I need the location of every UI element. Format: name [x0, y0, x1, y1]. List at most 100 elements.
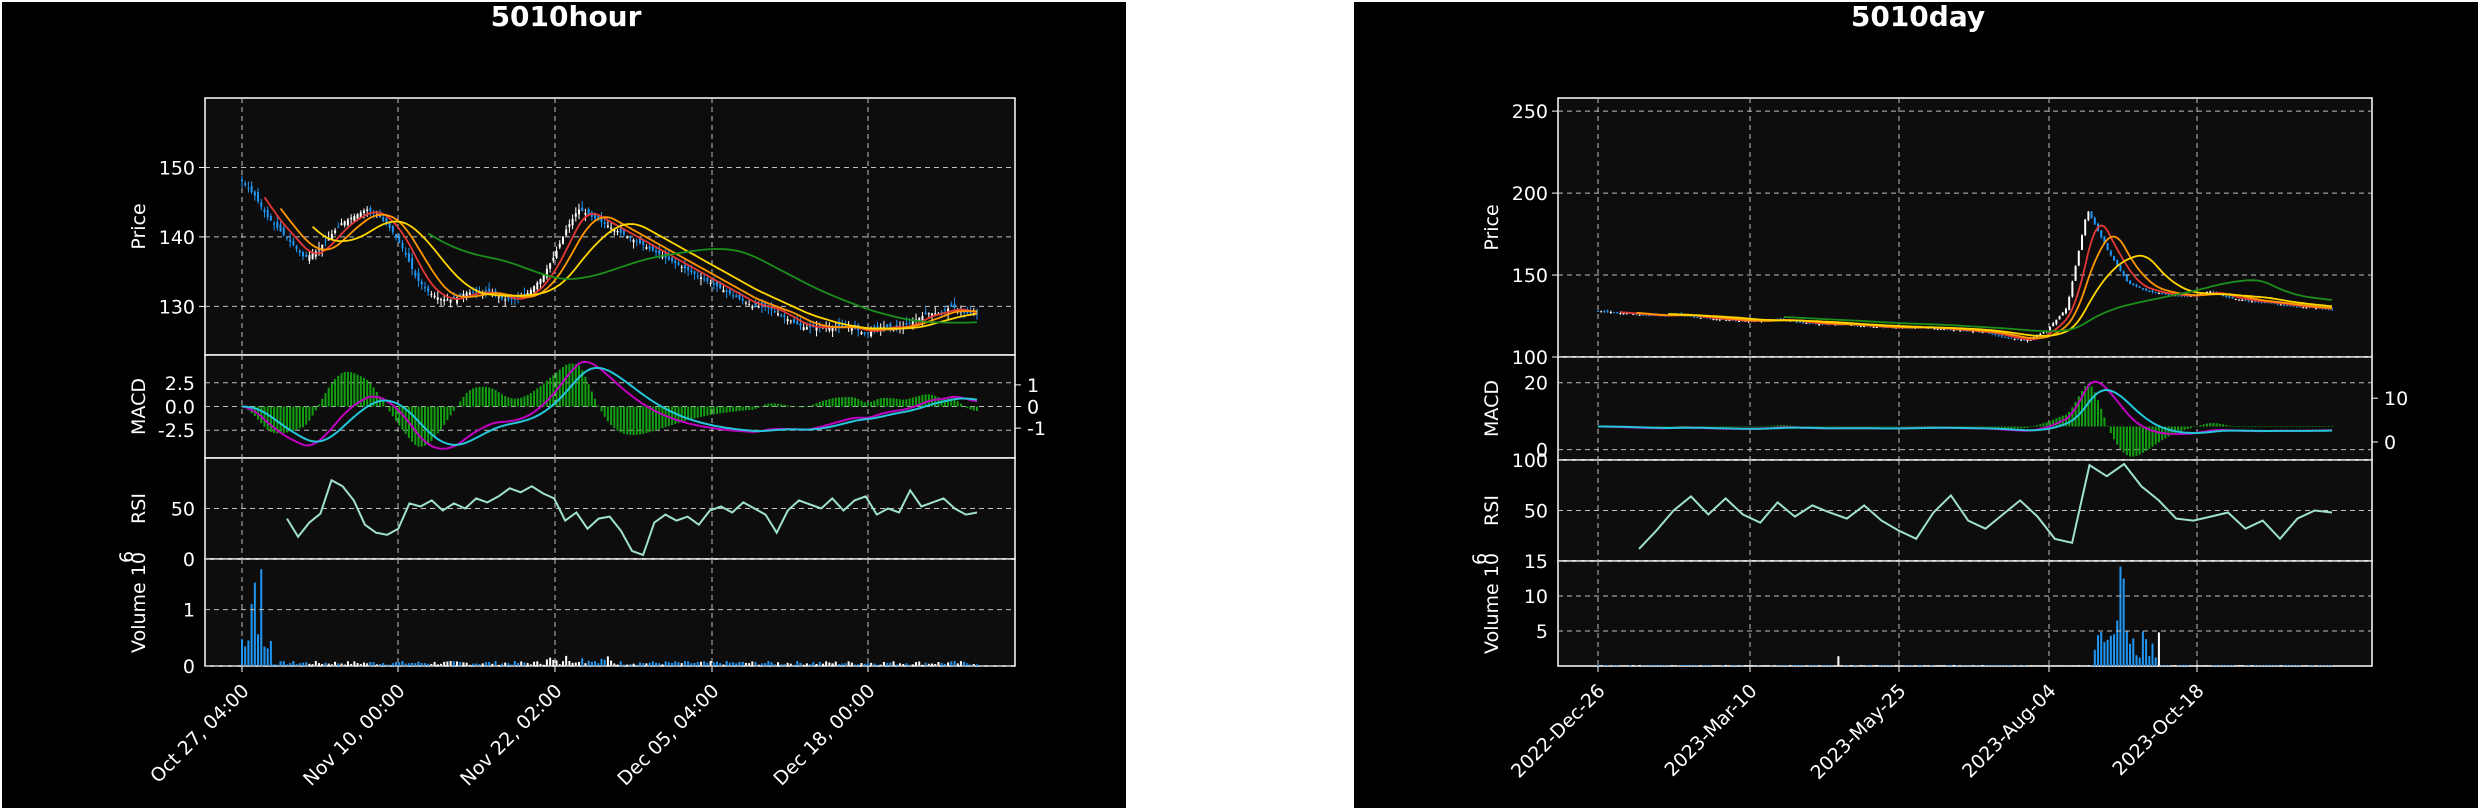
candle-body [1616, 311, 1619, 313]
price-ytick-label: 150 [1512, 265, 1548, 287]
macd-histogram-bar [276, 406, 279, 434]
volume-bar [1821, 665, 1824, 666]
volume-bar [2257, 665, 2260, 666]
daily-chart-svg: 5010day 2022-Dec-26 2023-Mar-10 2023-May-25… [1469, 2, 2408, 784]
volume-bar [1981, 665, 1984, 666]
volume-bar [671, 662, 674, 666]
macd-histogram-bar [943, 398, 946, 407]
macd-histogram-bar [921, 395, 924, 407]
macd-right-tick-label: 1 [1027, 375, 1039, 397]
candle-body [411, 257, 414, 270]
macd-histogram-bar [2276, 426, 2279, 427]
macd-histogram-bar [510, 398, 513, 407]
volume-bar [462, 662, 465, 666]
volume-bar [590, 661, 593, 666]
volume-bar [2093, 649, 2096, 666]
macd-signal-line [241, 366, 978, 446]
candle-body [2103, 236, 2106, 244]
volume-bar [282, 661, 285, 666]
volume-ytick-label: 1 [183, 600, 195, 622]
volume-bar [449, 661, 452, 666]
volume-bar [529, 664, 532, 666]
volume-bar [850, 662, 853, 666]
candle-body [2286, 305, 2289, 307]
macd-histogram-bar [404, 406, 407, 434]
volume-bar [600, 658, 603, 666]
macd-histogram-bar [2145, 426, 2148, 451]
candle-body [2228, 296, 2231, 298]
volume-bar [837, 664, 840, 666]
candle-body [561, 236, 564, 244]
candle-body [308, 254, 311, 261]
volume-bar [587, 660, 590, 666]
macd-histogram-bar [783, 404, 786, 407]
candle-body [1850, 324, 1853, 326]
candle-body [2250, 301, 2253, 303]
candle-body [860, 332, 863, 335]
macd-histogram-bar [1754, 426, 1757, 427]
macd-histogram-bar [805, 406, 808, 407]
macd-histogram-bar [334, 379, 337, 407]
macd-histogram-bar [796, 406, 799, 407]
macd-histogram-bar [578, 365, 581, 407]
volume-bar [1613, 665, 1616, 666]
macd-histogram-bar [2270, 426, 2273, 427]
ma-trend-line [427, 232, 978, 324]
candle-body [427, 287, 430, 292]
candle-body [2148, 290, 2151, 292]
macd-histogram-bar [2032, 426, 2035, 427]
candle-body [395, 234, 398, 238]
macd-histogram-bar [2125, 426, 2128, 456]
macd-histogram-bar [1984, 426, 1987, 428]
volume-bar [571, 662, 574, 666]
macd-histogram-bar [780, 404, 783, 407]
macd-histogram-bar [594, 398, 597, 407]
volume-bar [555, 660, 558, 666]
volume-exponent: 6 [116, 551, 138, 563]
macd-histogram-bar [703, 406, 706, 417]
macd-histogram-bar [1856, 426, 1859, 427]
volume-bar [2260, 665, 2263, 666]
macd-histogram-bar [1795, 426, 1798, 427]
candle-body [436, 297, 439, 300]
macd-histogram-bar [1843, 426, 1846, 427]
candle-body [1972, 331, 1975, 333]
volume-bar [436, 664, 439, 666]
macd-histogram-bar [340, 373, 343, 407]
macd-histogram-bar [2193, 426, 2196, 428]
volume-bar [892, 661, 895, 666]
candle-body [2244, 300, 2247, 302]
volume-bar [1792, 665, 1795, 666]
macd-histogram-bar [876, 399, 879, 407]
macd-histogram-bar [1763, 425, 1766, 427]
volume-bar [324, 662, 327, 666]
macd-histogram-bar [2260, 426, 2263, 427]
volume-bar [610, 660, 613, 666]
candle-body [1693, 316, 1696, 318]
macd-histogram-bar [911, 397, 914, 407]
macd-histogram-bar [2157, 426, 2160, 443]
volume-bar [860, 662, 863, 666]
volume-bar [866, 663, 869, 666]
volume-bar [549, 657, 552, 666]
macd-histogram-bar [1888, 426, 1891, 427]
macd-histogram-bar [831, 398, 834, 407]
rsi-line [286, 478, 978, 557]
candle-body [610, 227, 613, 229]
candle-body [2212, 291, 2215, 293]
volume-bar [433, 661, 436, 666]
volume-bar [876, 664, 879, 666]
candle-body [2279, 304, 2282, 306]
volume-bar [2090, 665, 2093, 666]
candle-body [565, 229, 568, 236]
macd-histogram-bar [786, 405, 789, 407]
candle-body [921, 315, 924, 322]
volume-bar [2327, 665, 2330, 666]
volume-bar [1943, 665, 1946, 666]
candle-body [301, 252, 304, 257]
candle-body [629, 237, 632, 239]
volume-bar [1949, 665, 1952, 666]
candle-body [2199, 293, 2202, 295]
volume-bar [2298, 665, 2301, 666]
volume-bar [1988, 665, 1991, 666]
